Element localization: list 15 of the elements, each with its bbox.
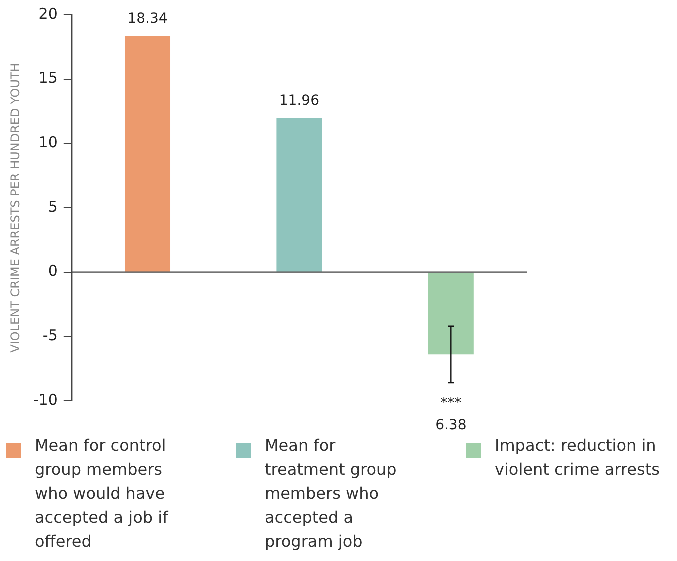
y-tick-label: 5 [48, 198, 58, 216]
y-axis-title: VIOLENT CRIME ARRESTS PER HUNDRED YOUTH [8, 63, 22, 353]
annotation: *** [440, 396, 462, 412]
y-tick-label: 0 [48, 262, 58, 280]
legend-label: Mean for treatment group members who accepted a program job [265, 436, 397, 552]
y-tick-label: -10 [33, 390, 58, 409]
y-tick-label: 20 [38, 4, 58, 23]
data-label: 11.96 [279, 93, 320, 110]
y-tick-label: 15 [38, 69, 58, 88]
y-tick-label: 10 [38, 134, 58, 152]
data-label: 18.34 [128, 11, 168, 27]
y-tick-label: -5 [42, 326, 58, 345]
text: 6.38 [436, 418, 467, 434]
legend-label: Impact: reduction in violent crime arrests [495, 436, 660, 480]
legend-label: Mean for control group members who would have accepted a job if offered [35, 436, 169, 552]
